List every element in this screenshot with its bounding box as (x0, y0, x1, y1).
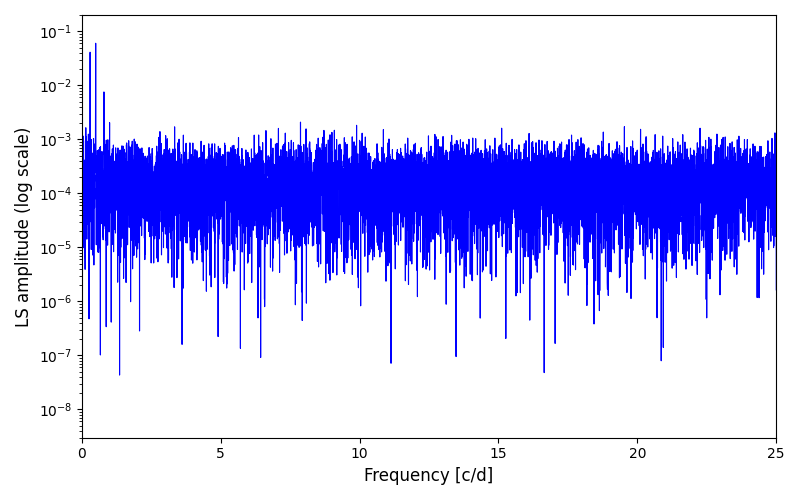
Y-axis label: LS amplitude (log scale): LS amplitude (log scale) (15, 126, 33, 326)
X-axis label: Frequency [c/d]: Frequency [c/d] (364, 467, 494, 485)
